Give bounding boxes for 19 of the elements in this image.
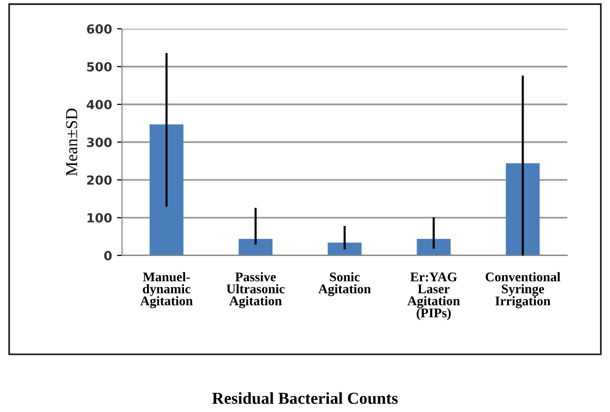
bar	[416, 238, 451, 256]
bar	[328, 242, 362, 256]
x-tick-label: Sonic Agitation	[318, 272, 371, 296]
y-tick-label: 400	[86, 100, 112, 110]
y-axis-title: Mean±SD	[66, 108, 78, 176]
text: Residual Bacterial Counts	[212, 392, 398, 404]
bar	[238, 238, 273, 256]
y-tick-label: 600	[86, 24, 112, 34]
bar	[506, 163, 540, 256]
x-tick-label: Passive Ultrasonic Agitation	[226, 272, 285, 308]
x-tick-label: Conventional Syringe Irrigation	[486, 272, 560, 308]
y-tick-label: 300	[87, 138, 112, 148]
y-tick-label: 500	[87, 62, 112, 72]
x-tick-label: Er:YAG Laser Agitation (PIPs)	[407, 272, 460, 320]
x-tick-label: Manuel- dynamic Agitation	[140, 272, 193, 308]
y-tick-label: 200	[87, 175, 112, 185]
y-tick-label: 100	[88, 213, 112, 223]
y-tick-label: 0	[104, 250, 112, 260]
bar	[150, 124, 184, 256]
